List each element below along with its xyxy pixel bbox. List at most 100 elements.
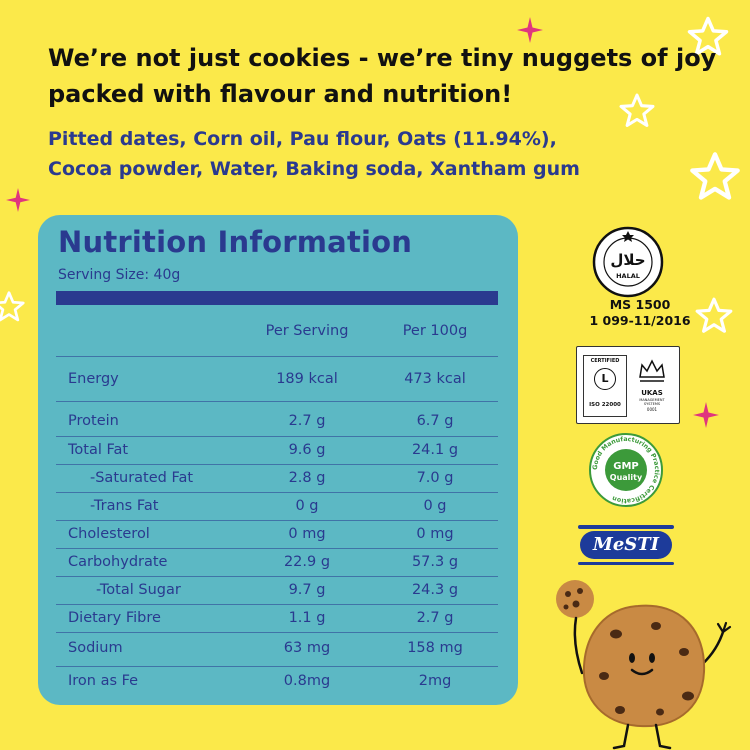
iso-certification-badge: CERTIFIED L ISO 22000 UKAS MANAGEMENT SY… bbox=[576, 346, 680, 424]
per-100g-value: 158 mg bbox=[407, 640, 463, 656]
halal-logo-icon: حلال HALAL bbox=[592, 226, 664, 298]
outline-star-icon bbox=[690, 152, 740, 200]
cookie-mascot-icon bbox=[556, 580, 732, 750]
divider bbox=[56, 576, 498, 577]
serving-size: Serving Size: 40g bbox=[58, 267, 181, 283]
nutrition-title: Nutrition Information bbox=[58, 225, 413, 259]
nutrient-row-saturated-fat: -Saturated Fat 2.8 g 7.0 g bbox=[38, 464, 518, 492]
divider bbox=[56, 520, 498, 521]
outline-star-icon bbox=[619, 93, 655, 127]
column-header-per-100g: Per 100g bbox=[402, 323, 468, 339]
per-100g-value: 24.3 g bbox=[411, 582, 459, 598]
nutrient-label: Iron as Fe bbox=[68, 673, 139, 689]
nutrient-label: Dietary Fibre bbox=[68, 610, 161, 626]
nutrient-row-total-sugar: -Total Sugar 9.7 g 24.3 g bbox=[38, 576, 518, 604]
per-serving-value: 0.8mg bbox=[283, 673, 331, 689]
nutrient-row-iron: Iron as Fe 0.8mg 2mg bbox=[38, 667, 518, 695]
ingredients-line-1: Pitted dates, Corn oil, Pau flour, Oats … bbox=[48, 128, 557, 150]
per-serving-value: 2.7 g bbox=[288, 413, 326, 429]
per-100g-value: 57.3 g bbox=[411, 554, 459, 570]
outline-star-icon bbox=[687, 16, 729, 56]
pink-sparkle-icon bbox=[517, 17, 543, 43]
mesti-label: MeSTI bbox=[580, 531, 672, 559]
mesti-bottom-band bbox=[578, 562, 674, 565]
headline-line-1: We’re not just cookies - we’re tiny nugg… bbox=[48, 44, 717, 72]
divider bbox=[56, 604, 498, 605]
headline: We’re not just cookies - we’re tiny nugg… bbox=[48, 40, 728, 112]
per-serving-value: 9.7 g bbox=[288, 582, 326, 598]
lr-standard-text: ISO 22000 bbox=[589, 402, 621, 408]
nutrient-label: -Total Sugar bbox=[96, 582, 181, 598]
per-100g-value: 24.1 g bbox=[411, 442, 459, 458]
per-serving-value: 1.1 g bbox=[288, 610, 326, 626]
per-serving-value: 0 mg bbox=[288, 526, 326, 542]
nutrient-row-protein: Protein 2.7 g 6.7 g bbox=[38, 407, 518, 435]
nutrient-row-cholesterol: Cholesterol 0 mg 0 mg bbox=[38, 520, 518, 548]
nutrient-label: -Trans Fat bbox=[90, 498, 159, 514]
ingredients-list: Pitted dates, Corn oil, Pau flour, Oats … bbox=[48, 124, 728, 184]
halal-standard: MS 1500 1 099-11/2016 bbox=[560, 297, 720, 329]
halal-latin-text: HALAL bbox=[616, 272, 640, 280]
lr-mark-icon: L bbox=[594, 368, 616, 390]
nutrient-label: Energy bbox=[68, 371, 119, 387]
divider bbox=[56, 436, 498, 437]
lr-certified-text: CERTIFIED bbox=[590, 358, 620, 364]
per-100g-value: 0 g bbox=[423, 498, 447, 514]
ukas-sub: MANAGEMENT SYSTEMS bbox=[639, 398, 665, 406]
mesti-top-band bbox=[578, 525, 674, 529]
nutrient-label: Total Fat bbox=[68, 442, 129, 458]
halal-standard-line-1: MS 1500 bbox=[609, 297, 671, 312]
divider bbox=[56, 666, 498, 667]
outline-star-icon bbox=[695, 297, 733, 333]
crown-icon bbox=[639, 359, 665, 382]
divider bbox=[56, 464, 498, 465]
divider bbox=[56, 401, 498, 402]
nutrient-label: Protein bbox=[68, 413, 119, 429]
nutrient-row-trans-fat: -Trans Fat 0 g 0 g bbox=[38, 492, 518, 520]
per-serving-value: 189 kcal bbox=[276, 371, 338, 387]
per-serving-value: 63 mg bbox=[283, 640, 331, 656]
nutrient-row-dietary-fibre: Dietary Fibre 1.1 g 2.7 g bbox=[38, 604, 518, 632]
nutrient-label: Carbohydrate bbox=[68, 554, 168, 570]
nutrient-label: Sodium bbox=[68, 640, 123, 656]
ingredients-line-2: Cocoa powder, Water, Baking soda, Xantha… bbox=[48, 158, 580, 180]
mesti-badge: MeSTI bbox=[578, 525, 674, 567]
column-header-row: Per Serving Per 100g bbox=[38, 317, 518, 345]
ukas-logo: UKAS MANAGEMENT SYSTEMS 0001 bbox=[631, 355, 673, 415]
lr-logo: CERTIFIED L ISO 22000 bbox=[583, 355, 627, 417]
divider bbox=[56, 492, 498, 493]
nutrient-row-sodium: Sodium 63 mg 158 mg bbox=[38, 634, 518, 662]
divider bbox=[56, 632, 498, 633]
headline-line-2: packed with flavour and nutrition! bbox=[48, 80, 513, 108]
gmp-label: GMP bbox=[613, 461, 639, 472]
nutrient-row-energy: Energy 189 kcal 473 kcal bbox=[38, 365, 518, 393]
per-serving-value: 9.6 g bbox=[288, 442, 326, 458]
halal-arabic-text: حلال bbox=[610, 251, 645, 269]
per-serving-value: 2.8 g bbox=[288, 470, 326, 486]
nutrient-row-carbohydrate: Carbohydrate 22.9 g 57.3 g bbox=[38, 548, 518, 576]
nutrient-row-total-fat: Total Fat 9.6 g 24.1 g bbox=[38, 436, 518, 464]
divider bbox=[56, 356, 498, 357]
nutrition-panel: Nutrition Information Serving Size: 40g … bbox=[38, 215, 518, 705]
per-100g-value: 0 mg bbox=[416, 526, 454, 542]
ukas-label: UKAS bbox=[641, 389, 663, 397]
outline-star-icon bbox=[0, 291, 25, 322]
divider bbox=[56, 548, 498, 549]
gmp-sub: Quality bbox=[610, 473, 643, 482]
per-serving-value: 0 g bbox=[295, 498, 319, 514]
column-header-per-serving: Per Serving bbox=[265, 323, 349, 339]
nutrient-label: -Saturated Fat bbox=[90, 470, 194, 486]
per-serving-value: 22.9 g bbox=[283, 554, 331, 570]
per-100g-value: 2.7 g bbox=[416, 610, 454, 626]
nutrient-label: Cholesterol bbox=[68, 526, 150, 542]
header-bar bbox=[56, 291, 498, 305]
gmp-badge-icon: Good Manufacturing Practice Certificatio… bbox=[589, 433, 663, 507]
per-100g-value: 7.0 g bbox=[416, 470, 454, 486]
pink-sparkle-icon bbox=[6, 188, 30, 212]
halal-standard-line-2: 1 099-11/2016 bbox=[589, 313, 691, 328]
pink-sparkle-icon bbox=[693, 402, 719, 428]
per-100g-value: 473 kcal bbox=[404, 371, 466, 387]
per-100g-value: 2mg bbox=[418, 673, 452, 689]
ukas-number: 0001 bbox=[646, 407, 658, 412]
per-100g-value: 6.7 g bbox=[416, 413, 454, 429]
